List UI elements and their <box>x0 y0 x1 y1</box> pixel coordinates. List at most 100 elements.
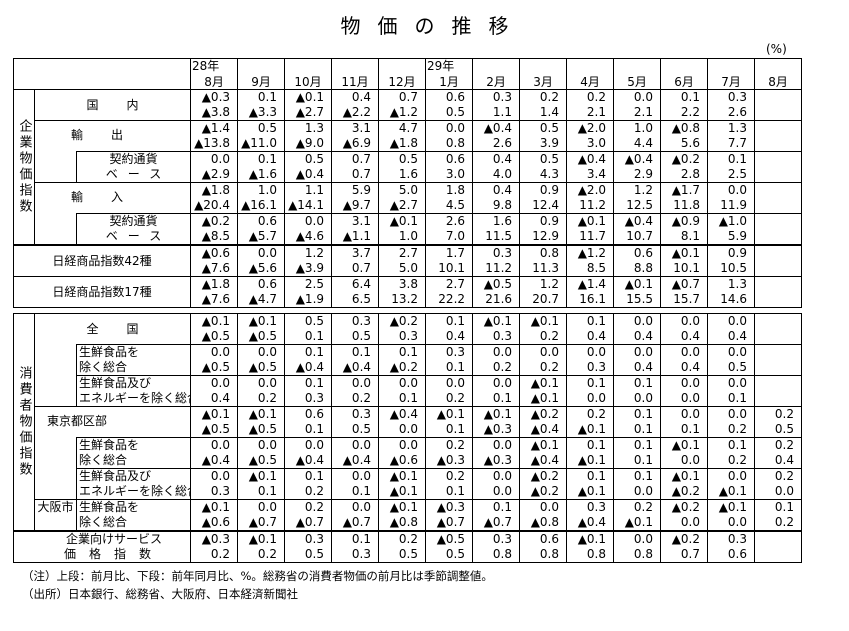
row-label: 国内 <box>33 89 192 121</box>
month-over-month-value: 0.6 <box>633 246 654 261</box>
data-cell: ▲1.8 ▲7.6 <box>190 276 239 308</box>
month-over-month-value: 0.1 <box>304 345 325 360</box>
year-over-year-value: 0.3 <box>492 329 513 343</box>
data-cell: 0.0 0.5 <box>707 344 756 376</box>
year-over-year-value: ▲0.1 <box>389 484 419 498</box>
year-over-year-value: 1.6 <box>398 167 419 181</box>
row-label: 輸入 <box>33 182 192 214</box>
data-cell: 0.5 0.1 <box>284 313 333 345</box>
row-label-line2: ベース <box>105 167 172 181</box>
row-label: 生鮮食品及び エネルギーを除く総合 <box>75 468 192 500</box>
row-label-line2: 除く総合 <box>79 360 128 374</box>
data-cell: ▲0.1 ▲2.7 <box>284 89 333 121</box>
month-label: 9月 <box>251 75 271 89</box>
data-cell: ▲0.7 15.7 <box>660 276 709 308</box>
data-cell: ▲0.1 0.1 <box>425 406 474 438</box>
data-cell: 0.0 0.1 <box>331 468 380 500</box>
year-over-year-value: 1.4 <box>539 105 560 119</box>
year-over-year-value: 0.2 <box>774 515 795 529</box>
month-over-month-value: 1.2 <box>633 183 654 198</box>
month-label: 12月 <box>388 75 416 89</box>
data-cell: ▲0.1 ▲0.4 <box>519 437 568 469</box>
month-over-month-value: 0.0 <box>727 183 748 198</box>
data-cell: ▲1.4 ▲13.8 <box>190 120 239 152</box>
month-over-month-value: 1.8 <box>445 183 466 198</box>
data-cell: 0.2 0.5 <box>378 531 426 563</box>
year-over-year-value: 6.5 <box>351 292 372 306</box>
month-over-month-value: 0.0 <box>445 376 466 391</box>
month-over-month-value: 0.0 <box>680 407 701 422</box>
year-over-year-value: ▲0.5 <box>201 360 231 374</box>
data-cell: 0.3 1.1 <box>472 89 521 121</box>
month-header: 11月 <box>331 58 380 90</box>
year-over-year-value: ▲9.0 <box>295 136 325 150</box>
data-cell: ▲0.3 ▲3.8 <box>190 89 239 121</box>
data-cell: 0.4 9.8 <box>472 182 521 214</box>
data-cell: 0.6 0.1 <box>284 406 333 438</box>
data-cell: 1.6 11.5 <box>472 213 521 245</box>
data-cell: 0.0 0.4 <box>613 313 662 345</box>
year-over-year-value: 0.5 <box>727 360 748 374</box>
data-cell: 0.6 ▲5.7 <box>237 213 286 245</box>
year-over-year-value: 0.2 <box>539 360 560 374</box>
data-cell: ▲0.1 ▲0.5 <box>237 313 286 345</box>
data-cell: ▲0.6 ▲7.6 <box>190 245 239 277</box>
month-over-month-value: 0.1 <box>727 438 748 453</box>
month-over-month-value: 0.0 <box>727 469 748 484</box>
month-over-month-value: 0.2 <box>633 500 654 515</box>
year-over-year-value: 0.0 <box>633 484 654 498</box>
month-label: 3月 <box>533 75 553 89</box>
cgpi-table: 28年 8月 9月 10月 11月 12月 29年 1月 2月 3月 4月 5月 6月 7月 8月 企業物価… <box>12 58 803 245</box>
month-over-month-value: ▲0.2 <box>671 152 701 167</box>
month-over-month-value: 0.7 <box>398 90 419 105</box>
month-over-month-value: 0.4 <box>492 183 513 198</box>
data-cell: 0.1 0.4 <box>566 313 615 345</box>
data-cell: 0.0 0.4 <box>190 375 239 407</box>
data-cell: 0.7 ▲1.2 <box>378 89 427 121</box>
month-label: 7月 <box>721 75 741 89</box>
month-over-month-value: 4.7 <box>398 121 419 136</box>
year-over-year-value: ▲0.8 <box>530 515 560 529</box>
year-over-year-value: ▲11.0 <box>241 136 278 150</box>
year-over-year-value: 0.7 <box>351 261 372 275</box>
year-over-year-value: ▲14.1 <box>288 198 325 212</box>
month-over-month-value: 0.0 <box>586 345 607 360</box>
data-cell: ▲0.2 0.3 <box>378 313 427 345</box>
year-over-year-value: 0.1 <box>633 422 654 436</box>
year-over-year-value: 0.3 <box>210 484 231 498</box>
source-text: （出所）日本銀行、総務省、大阪府、日本経済新聞社 <box>22 587 298 601</box>
month-over-month-value: 0.6 <box>445 90 466 105</box>
data-cell: ▲1.8 ▲20.4 <box>190 182 239 214</box>
year-over-year-value <box>756 360 795 375</box>
year-over-year-value: 0.4 <box>633 329 654 343</box>
data-cell: 0.1 ▲3.3 <box>237 89 286 121</box>
month-over-month-value: 0.3 <box>492 246 513 261</box>
month-over-month-value: 0.5 <box>539 121 560 136</box>
month-over-month-value: 0.0 <box>398 438 419 453</box>
month-over-month-value: 0.2 <box>539 90 560 105</box>
data-cell: ▲0.4 2.6 <box>472 120 521 152</box>
data-cell: ▲0.1 10.1 <box>660 245 709 277</box>
year-over-year-value: ▲7.6 <box>201 261 231 275</box>
year-over-year-value: ▲0.1 <box>577 422 607 436</box>
month-over-month-value: 0.3 <box>727 90 748 105</box>
year-over-year-value: 10.1 <box>673 261 701 275</box>
year-over-year-value: 0.4 <box>210 391 231 405</box>
data-cell: 0.0 0.1 <box>660 406 709 438</box>
data-cell: 2.7 22.2 <box>425 276 474 308</box>
year-over-year-value: ▲0.4 <box>295 453 325 467</box>
data-cell: ▲0.1 ▲0.3 <box>472 406 521 438</box>
data-cell: 0.1 0.3 <box>331 531 379 563</box>
data-cell: ▲1.2 8.5 <box>566 245 615 277</box>
data-cell: 0.0 ▲0.4 <box>331 437 380 469</box>
data-cell: 0.3 0.5 <box>331 313 380 345</box>
year-over-year-value: 2.8 <box>680 167 701 181</box>
month-over-month-value: 3.1 <box>351 214 372 229</box>
year-over-year-value: 0.1 <box>680 422 701 436</box>
spacer-cell <box>34 344 77 376</box>
cpi-table: 消費者物価指数 全国 ▲0.1 ▲0.5 ▲0.1 ▲0.5 0.5 0.1 0.3 0.5 ▲… <box>13 313 803 531</box>
data-cell: ▲0.4 0.0 <box>378 406 427 438</box>
month-over-month-value: ▲0.1 <box>577 532 606 547</box>
month-header: 12月 <box>378 58 427 90</box>
year-over-year-value: ▲0.7 <box>483 515 513 529</box>
